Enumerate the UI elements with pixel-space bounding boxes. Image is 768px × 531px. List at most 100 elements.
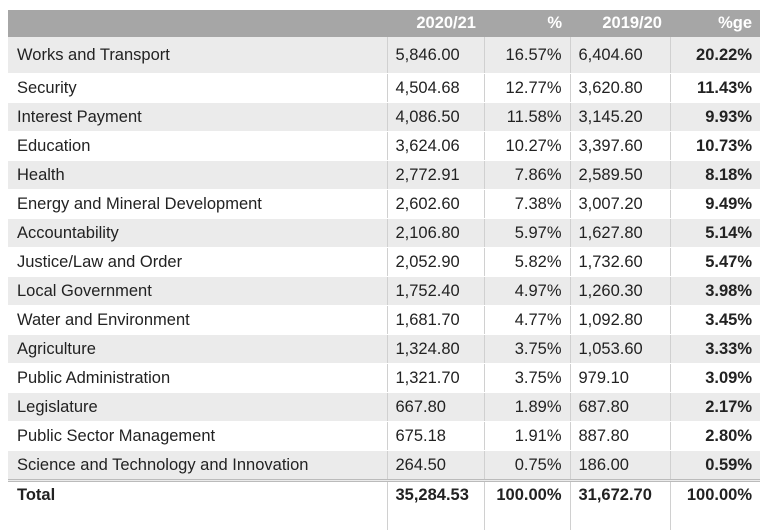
cell: 2,052.90 (386, 247, 484, 277)
cell: Justice/Law and Order (8, 247, 387, 277)
cell: 4.97% (483, 276, 570, 306)
cell: 11.43% (669, 73, 760, 103)
cell: 1.89% (483, 392, 570, 422)
header-cell: 2019/20 (570, 10, 670, 37)
table-row: Agriculture 1,324.80 3.75% 1,053.60 3.33% (8, 334, 760, 364)
header-cell: 2020/21 (387, 10, 484, 37)
cell: 887.80 (569, 421, 670, 451)
cell: 20.22% (669, 37, 760, 74)
cell: Interest Payment (8, 102, 387, 132)
cell: 2.17% (669, 392, 760, 422)
cell: 3,145.20 (569, 102, 670, 132)
cell: Water and Environment (8, 305, 387, 335)
table-row: Security 4,504.68 12.77% 3,620.80 11.43% (8, 73, 760, 103)
cell: 3.09% (669, 363, 760, 393)
cell: Legislature (8, 392, 387, 422)
table-container: 2020/21% 2019/20 %ge Works and Transport 5,… (8, 10, 760, 531)
cell: 3.33% (669, 334, 760, 364)
cell: 2,772.91 (386, 160, 484, 190)
cell: 1,752.40 (386, 276, 484, 306)
cell: 1,627.80 (569, 218, 670, 248)
cell: 3,620.80 (569, 73, 670, 103)
cell: 1.91% (483, 421, 570, 451)
cell: 7.86% (483, 160, 570, 190)
cell: 16.57% (483, 37, 570, 74)
cell: 100.00% (669, 479, 760, 531)
cell: Total (8, 479, 387, 531)
cell: 3.75% (483, 363, 570, 393)
cell: 667.80 (386, 392, 484, 422)
cell: 3.75% (483, 334, 570, 364)
cell: 5,846.00 (386, 37, 484, 74)
cell: 3,007.20 (569, 189, 670, 219)
cell: 1,732.60 (569, 247, 670, 277)
cell: 1,092.80 (569, 305, 670, 335)
cell: 264.50 (386, 450, 484, 481)
table-row: Local Government 1,752.40 4.97% 1,260.30 3.9… (8, 276, 760, 306)
budget-table: 2020/21% 2019/20 %ge Works and Transport 5,… (8, 10, 760, 531)
table-row: Interest Payment 4,086.50 11.58% 3,145.20 9.… (8, 102, 760, 132)
cell: Public Administration (8, 363, 387, 393)
cell: 186.00 (569, 450, 670, 481)
cell: 1,053.60 (569, 334, 670, 364)
cell: 5.97% (483, 218, 570, 248)
cell: 1,260.30 (569, 276, 670, 306)
cell: 9.93% (669, 102, 760, 132)
cell: Science and Technology and Innovation (8, 450, 387, 481)
cell: Security (8, 73, 387, 103)
cell: 9.49% (669, 189, 760, 219)
cell: 31,672.70 (569, 479, 670, 531)
cell: 10.73% (669, 131, 760, 161)
cell: 5.14% (669, 218, 760, 248)
cell: 11.58% (483, 102, 570, 132)
cell: 6,404.60 (569, 37, 670, 74)
header-cell (8, 10, 387, 37)
cell: Local Government (8, 276, 387, 306)
cell: 5.47% (669, 247, 760, 277)
total-row: Total 35,284.53 100.00% 31,672.70 100.00% (8, 479, 760, 531)
cell: 4,504.68 (386, 73, 484, 103)
cell: Agriculture (8, 334, 387, 364)
cell: 12.77% (483, 73, 570, 103)
cell: 3,624.06 (386, 131, 484, 161)
cell: 2,602.60 (386, 189, 484, 219)
cell: 3.45% (669, 305, 760, 335)
cell: 687.80 (569, 392, 670, 422)
cell: 35,284.53 (386, 479, 484, 531)
table-row: Accountability 2,106.80 5.97% 1,627.80 5.14% (8, 218, 760, 248)
cell: 2,589.50 (569, 160, 670, 190)
cell: 10.27% (483, 131, 570, 161)
cell: 3.98% (669, 276, 760, 306)
cell: Health (8, 160, 387, 190)
cell: 979.10 (569, 363, 670, 393)
table-row: Water and Environment 1,681.70 4.77% 1,092.… (8, 305, 760, 335)
table-row: Justice/Law and Order 2,052.90 5.82% 1,732.… (8, 247, 760, 277)
cell: 4.77% (483, 305, 570, 335)
table-row: Energy and Mineral Development 2,602.60 7.… (8, 189, 760, 219)
cell: 0.75% (483, 450, 570, 481)
table-row: Education 3,624.06 10.27% 3,397.60 10.73% (8, 131, 760, 161)
header-cell: % (484, 10, 570, 37)
table-row: Health 2,772.91 7.86% 2,589.50 8.18% (8, 160, 760, 190)
cell: 1,324.80 (386, 334, 484, 364)
table-row: Science and Technology and Innovation 264… (8, 450, 760, 481)
cell: Public Sector Management (8, 421, 387, 451)
cell: 675.18 (386, 421, 484, 451)
cell: 5.82% (483, 247, 570, 277)
table-row: Public Sector Management 675.18 1.91% 887.8… (8, 421, 760, 451)
cell: 100.00% (483, 479, 570, 531)
cell: Education (8, 131, 387, 161)
cell: Accountability (8, 218, 387, 248)
cell: Energy and Mineral Development (8, 189, 387, 219)
cell: 1,321.70 (386, 363, 484, 393)
cell: 8.18% (669, 160, 760, 190)
cell: Works and Transport (8, 37, 387, 74)
cell: 4,086.50 (386, 102, 484, 132)
cell: 7.38% (483, 189, 570, 219)
cell: 2,106.80 (386, 218, 484, 248)
header-cell: %ge (670, 10, 760, 37)
table-row: Legislature 667.80 1.89% 687.80 2.17% (8, 392, 760, 422)
table-row: Works and Transport 5,846.00 16.57% 6,404.6… (8, 37, 760, 74)
cell: 0.59% (669, 450, 760, 481)
